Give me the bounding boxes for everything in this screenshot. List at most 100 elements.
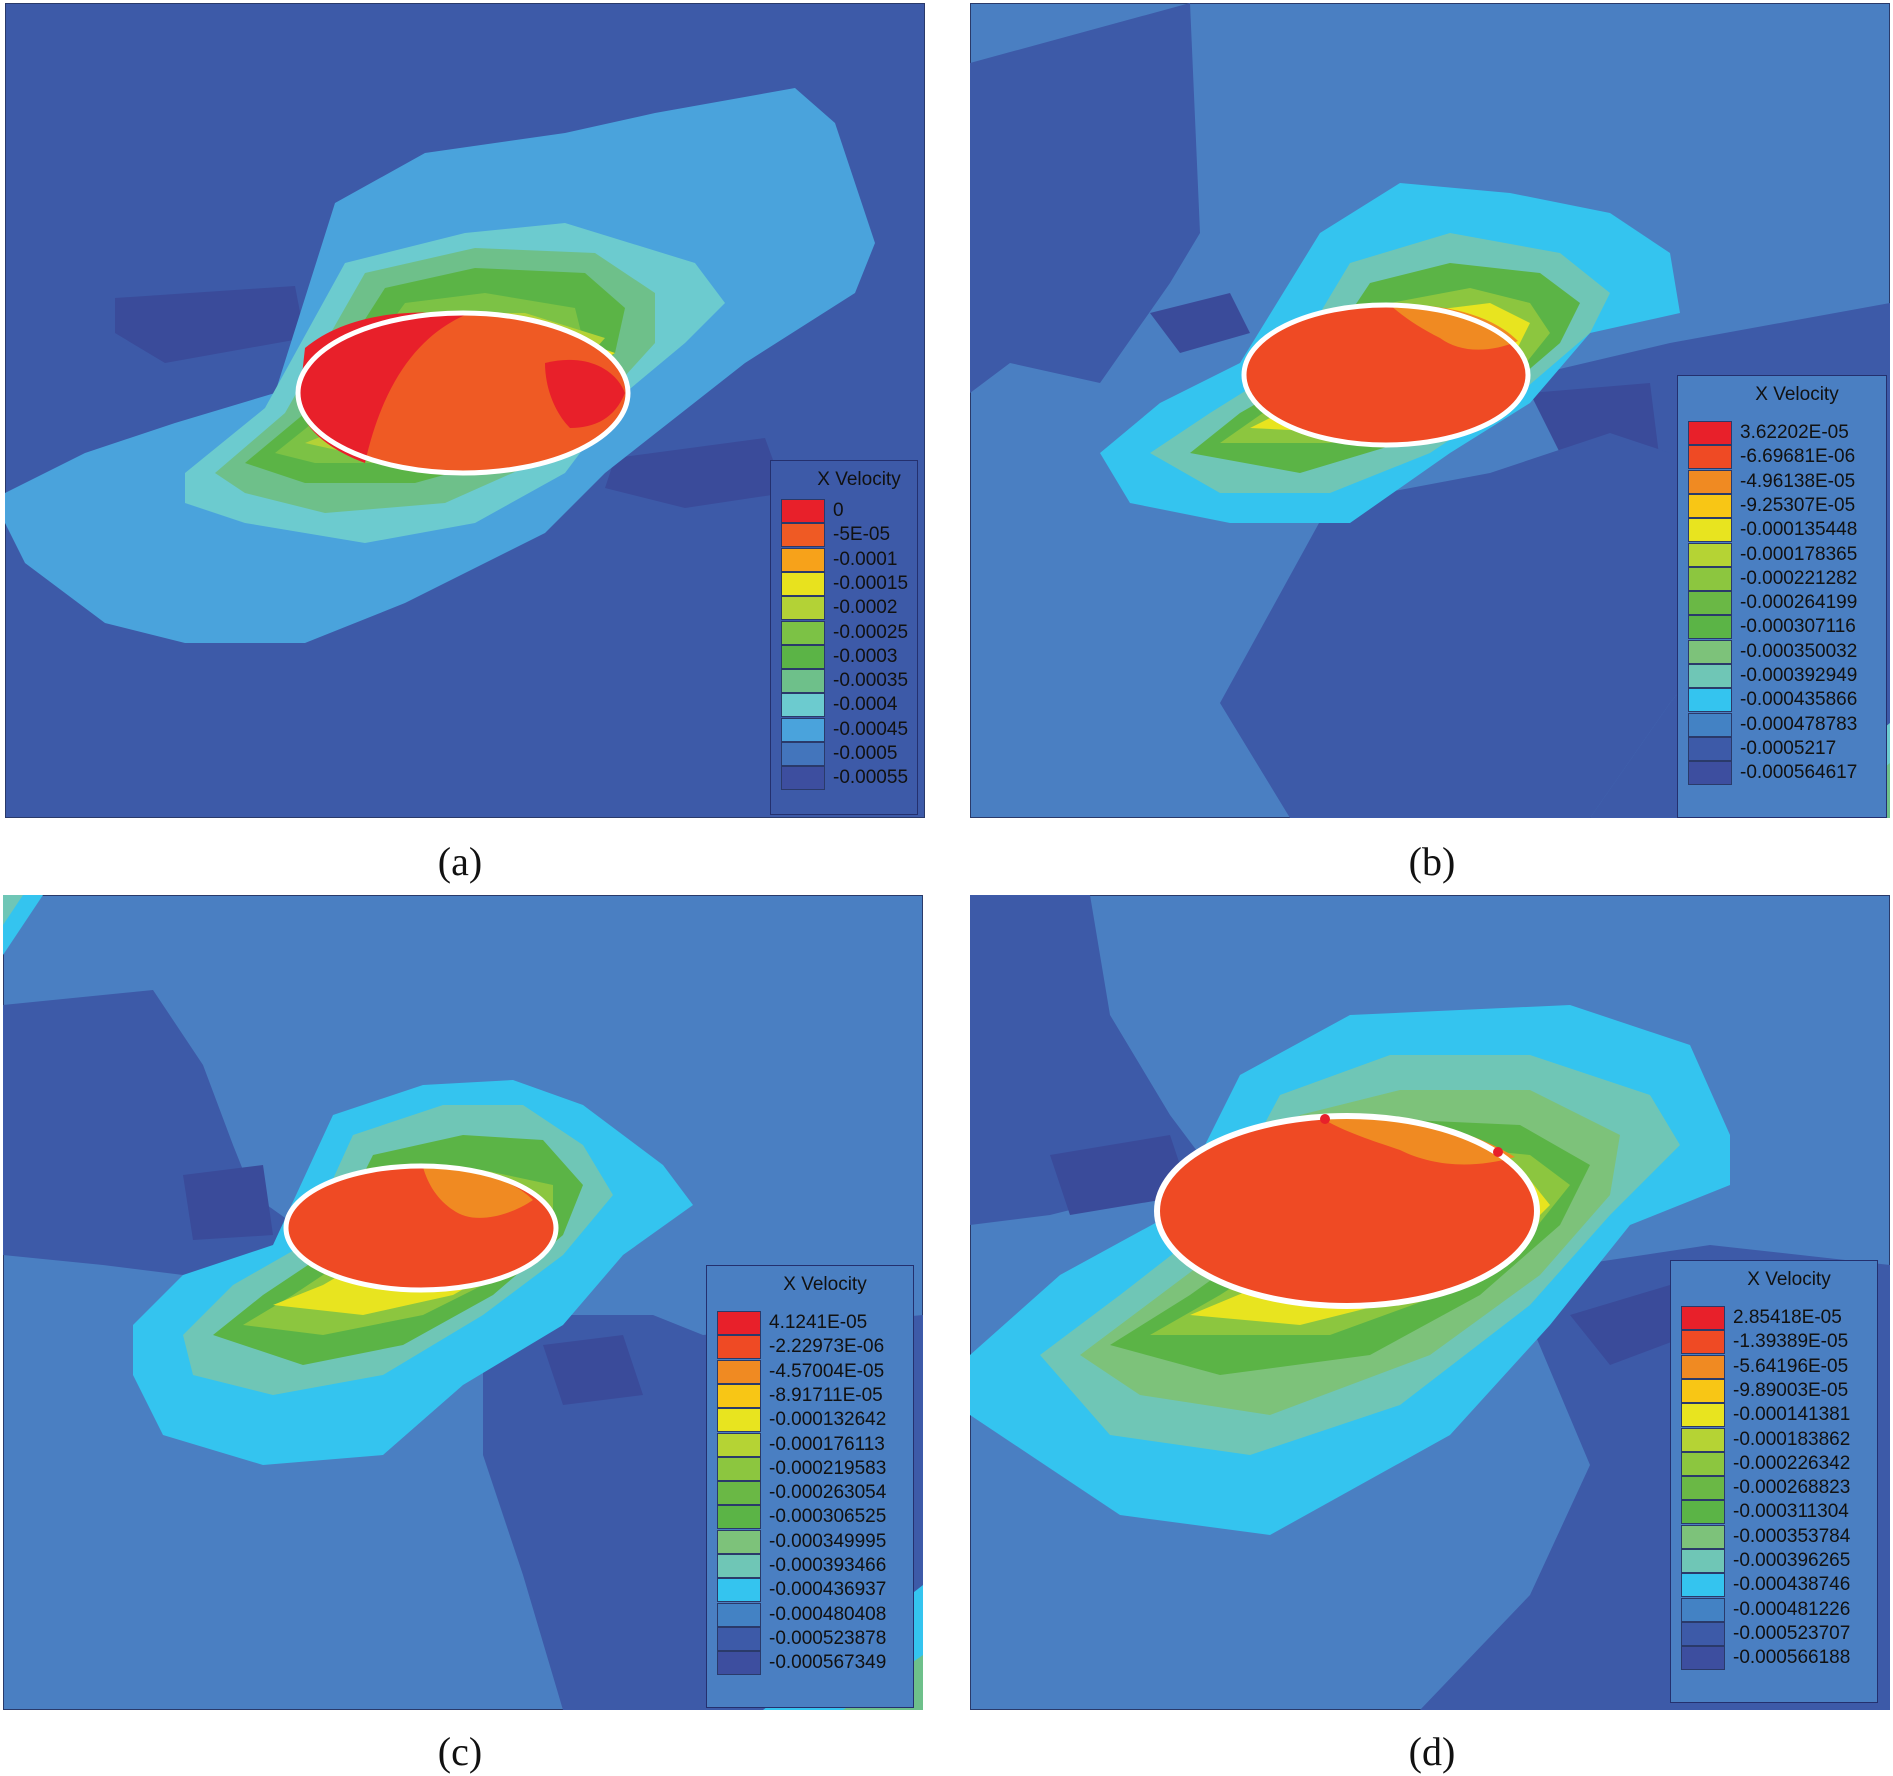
legend-row: 2.85418E-05 xyxy=(1681,1306,1842,1330)
legend-swatch xyxy=(717,1505,761,1529)
legend-swatch xyxy=(717,1554,761,1578)
caption-b: (b) xyxy=(1372,838,1492,885)
legend-swatch xyxy=(781,523,825,547)
legend-label: -0.000135448 xyxy=(1740,519,1857,541)
legend-swatch xyxy=(781,621,825,645)
legend-label: -0.000132642 xyxy=(769,1409,886,1431)
contour-band-dark-c2 xyxy=(183,1165,273,1240)
legend-row: -0.0004 xyxy=(781,693,897,717)
legend-label: -0.000268823 xyxy=(1733,1477,1850,1499)
legend-title-a: X Velocity xyxy=(771,469,917,491)
legend-swatch xyxy=(717,1457,761,1481)
legend-label: -9.89003E-05 xyxy=(1733,1380,1848,1402)
legend-swatch xyxy=(1681,1355,1725,1379)
caption-d: (d) xyxy=(1372,1728,1492,1775)
legend-label: -0.000481226 xyxy=(1733,1599,1850,1621)
legend-label: -0.00035 xyxy=(833,670,908,692)
legend-row: -0.000349995 xyxy=(717,1530,886,1554)
legend-row: 4.1241E-05 xyxy=(717,1311,867,1335)
legend-label: -0.000263054 xyxy=(769,1482,886,1504)
legend-row: -0.000226342 xyxy=(1681,1452,1850,1476)
legend-label: -0.000564617 xyxy=(1740,762,1857,784)
legend-label: -0.000176113 xyxy=(769,1434,885,1456)
legend-label: -0.000353784 xyxy=(1733,1526,1850,1548)
legend-row: -1.39389E-05 xyxy=(1681,1330,1848,1354)
legend-swatch xyxy=(781,499,825,523)
legend-swatch xyxy=(1681,1379,1725,1403)
legend-title-d: X Velocity xyxy=(1671,1269,1877,1291)
legend-swatch xyxy=(1688,494,1732,518)
legend-swatch xyxy=(781,742,825,766)
legend-label: -2.22973E-06 xyxy=(769,1336,884,1358)
legend-row: -6.69681E-06 xyxy=(1688,445,1855,469)
legend-swatch xyxy=(1681,1622,1725,1646)
legend-swatch xyxy=(717,1651,761,1675)
legend-swatch xyxy=(717,1360,761,1384)
legend-row: -0.000263054 xyxy=(717,1481,886,1505)
legend-swatch xyxy=(1681,1598,1725,1622)
legend-label: -0.0002 xyxy=(833,597,897,619)
legend-swatch xyxy=(1681,1476,1725,1500)
legend-label: -0.0004 xyxy=(833,694,897,716)
legend-label: -0.000435866 xyxy=(1740,689,1857,711)
legend-label: -0.000436937 xyxy=(769,1579,886,1601)
legend-label: -5E-05 xyxy=(833,524,890,546)
legend-swatch xyxy=(1681,1452,1725,1476)
legend-c: X Velocity 4.1241E-05 -2.22973E-06 -4.5700… xyxy=(706,1265,914,1708)
hot-spot-d1 xyxy=(1320,1114,1330,1124)
legend-swatch xyxy=(781,693,825,717)
legend-label: -0.0001 xyxy=(833,549,897,571)
legend-swatch xyxy=(1688,518,1732,542)
legend-row: -0.000438746 xyxy=(1681,1573,1850,1597)
legend-row: -0.000311304 xyxy=(1681,1500,1849,1524)
legend-label: -0.000178365 xyxy=(1740,544,1857,566)
legend-row: -0.000183862 xyxy=(1681,1428,1850,1452)
legend-row: -0.00055 xyxy=(781,766,908,790)
legend-d: X Velocity 2.85418E-05 -1.39389E-05 -5.641… xyxy=(1670,1260,1878,1703)
legend-swatch xyxy=(717,1530,761,1554)
legend-label: -0.000219583 xyxy=(769,1458,886,1480)
legend-swatch xyxy=(1688,761,1732,785)
legend-swatch xyxy=(1681,1428,1725,1452)
legend-row: -0.000392949 xyxy=(1688,664,1857,688)
legend-label: -0.000566188 xyxy=(1733,1647,1850,1669)
legend-label: 0 xyxy=(833,500,844,522)
legend-row: -0.0001 xyxy=(781,548,897,572)
legend-swatch xyxy=(1688,688,1732,712)
hot-spot-d2 xyxy=(1493,1147,1503,1157)
legend-row: 0 xyxy=(781,499,844,523)
legend-label: -0.000392949 xyxy=(1740,665,1857,687)
legend-swatch xyxy=(1688,445,1732,469)
legend-row: -9.89003E-05 xyxy=(1681,1379,1848,1403)
legend-row: -0.00045 xyxy=(781,718,908,742)
legend-row: -9.25307E-05 xyxy=(1688,494,1855,518)
legend-swatch xyxy=(1688,591,1732,615)
legend-swatch xyxy=(1688,421,1732,445)
legend-swatch xyxy=(1681,1403,1725,1427)
legend-row: -0.000219583 xyxy=(717,1457,886,1481)
legend-swatch xyxy=(717,1335,761,1359)
legend-label: -0.000396265 xyxy=(1733,1550,1850,1572)
legend-swatch xyxy=(781,766,825,790)
legend-row: -0.0005217 xyxy=(1688,737,1836,761)
legend-swatch xyxy=(717,1578,761,1602)
legend-row: -0.000523878 xyxy=(717,1627,886,1651)
legend-row: -0.000306525 xyxy=(717,1505,886,1529)
legend-swatch xyxy=(1681,1330,1725,1354)
legend-swatch xyxy=(1681,1573,1725,1597)
legend-row: -4.96138E-05 xyxy=(1688,470,1855,494)
legend-row: -0.000481226 xyxy=(1681,1598,1850,1622)
legend-label: -0.000183862 xyxy=(1733,1429,1850,1451)
legend-swatch xyxy=(781,596,825,620)
legend-label: -0.00045 xyxy=(833,719,908,741)
legend-label: -5.64196E-05 xyxy=(1733,1356,1848,1378)
legend-row: -0.000264199 xyxy=(1688,591,1857,615)
legend-row: -0.000268823 xyxy=(1681,1476,1850,1500)
legend-row: -5.64196E-05 xyxy=(1681,1355,1848,1379)
legend-label: -0.000478783 xyxy=(1740,714,1857,736)
legend-row: -0.000436937 xyxy=(717,1578,886,1602)
legend-swatch xyxy=(1681,1500,1725,1524)
legend-row: -8.91711E-05 xyxy=(717,1384,883,1408)
legend-swatch xyxy=(1688,713,1732,737)
legend-swatch xyxy=(717,1384,761,1408)
